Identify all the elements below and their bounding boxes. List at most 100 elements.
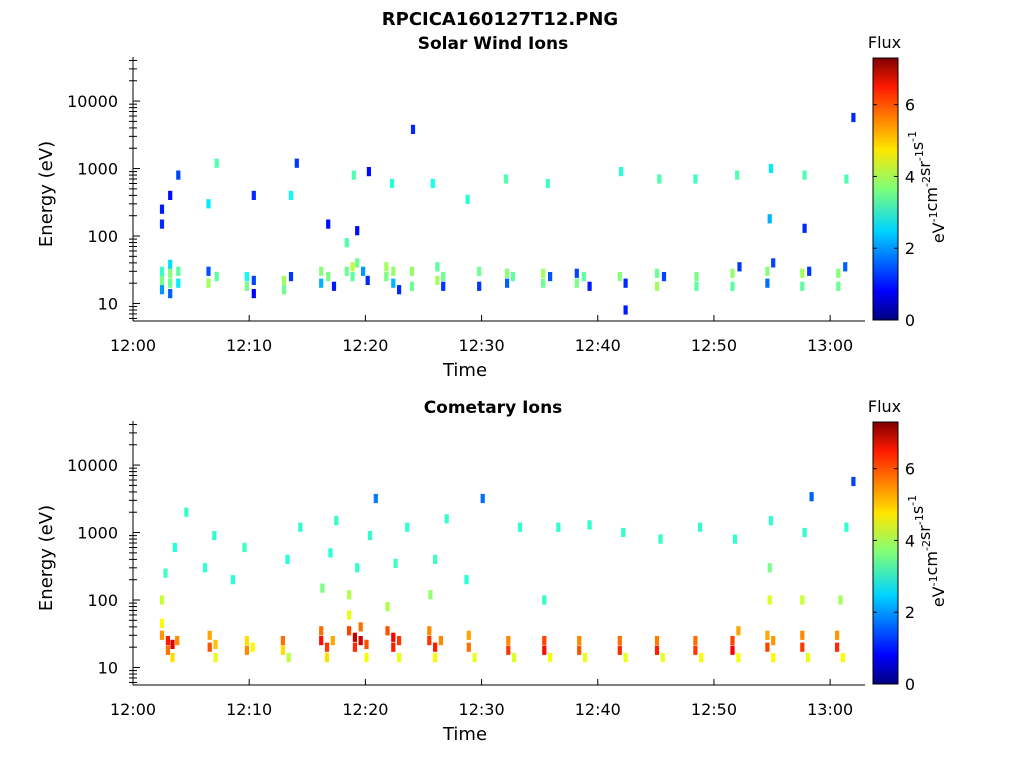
heatmap-cell — [464, 575, 469, 585]
heatmap-cell — [364, 639, 369, 649]
heatmap-cell — [433, 653, 438, 663]
heatmap-cell — [385, 626, 390, 636]
heatmap-cell — [657, 174, 662, 184]
heatmap-cell — [617, 645, 622, 655]
heatmap-cell — [737, 262, 742, 272]
y-tick-label: 100 — [87, 591, 118, 610]
heatmap-cell — [574, 278, 579, 288]
heatmap-cell — [730, 645, 735, 655]
heatmap-cell — [212, 531, 217, 541]
heatmap-cell — [172, 542, 177, 553]
heatmap-cell — [430, 178, 435, 189]
heatmap-cell — [542, 645, 547, 655]
heatmap-cell — [250, 642, 255, 652]
colorbar-tick-label: 4 — [905, 167, 915, 186]
heatmap-cell — [587, 520, 592, 530]
heatmap-cell — [319, 278, 324, 288]
heatmap-cell — [358, 636, 363, 646]
heatmap-cell — [163, 568, 168, 578]
heatmap-cell — [477, 281, 482, 291]
heatmap-cell — [851, 476, 856, 487]
heatmap-cell — [736, 626, 741, 636]
heatmap-cell — [366, 167, 371, 177]
heatmap-cell — [384, 272, 389, 282]
heatmap-cell — [577, 636, 582, 646]
heatmap-cell — [206, 199, 211, 209]
colorbar — [872, 421, 899, 685]
x-tick-label: 12:50 — [691, 336, 737, 355]
x-tick-label: 12:30 — [459, 336, 505, 355]
heatmap-cell — [802, 223, 807, 233]
heatmap-cell — [344, 238, 349, 248]
heatmap-cell — [809, 492, 814, 502]
heatmap-cell — [251, 190, 256, 200]
heatmap-cell — [730, 281, 735, 291]
x-tick-label: 12:00 — [110, 700, 156, 719]
heatmap-cell — [767, 563, 772, 573]
heatmap-cell — [165, 645, 170, 655]
colorbar-tick-label: 0 — [905, 311, 915, 330]
heatmap-cell — [230, 575, 235, 585]
heatmap-cell — [765, 630, 770, 640]
heatmap-cell — [800, 642, 805, 652]
heatmap-cell — [391, 278, 396, 288]
heatmap-cell — [324, 653, 330, 663]
heatmap-cell — [577, 645, 582, 655]
heatmap-cell — [480, 493, 485, 504]
heatmap-cell — [768, 163, 773, 174]
heatmap-cell — [330, 636, 335, 646]
heatmap-cell — [244, 645, 249, 655]
heatmap-cell — [433, 642, 438, 652]
heatmap-cell — [244, 272, 249, 282]
heatmap-cell — [320, 583, 325, 593]
heatmap-cell — [355, 226, 360, 236]
heatmap-cell — [207, 630, 212, 640]
heatmap-cell — [574, 268, 579, 278]
heatmap-cell — [693, 645, 698, 655]
heatmap-cell — [735, 170, 740, 180]
heatmap-cell — [654, 281, 660, 291]
heatmap-cell — [175, 636, 180, 646]
y-tick-label: 10000 — [67, 92, 118, 111]
heatmap-cell — [168, 190, 173, 200]
x-tick-label: 12:10 — [226, 336, 272, 355]
heatmap-cell — [428, 590, 433, 600]
heatmap-cell — [352, 642, 357, 652]
heatmap-cell — [251, 275, 256, 285]
heatmap-cell — [214, 272, 219, 282]
heatmap-cell — [806, 653, 811, 663]
heatmap-cell — [621, 527, 626, 538]
colorbar-tick-label: 2 — [905, 239, 915, 258]
heatmap-cell — [159, 266, 165, 276]
x-tick-label: 12:40 — [575, 336, 621, 355]
heatmap-cell — [326, 272, 331, 282]
heatmap-cell — [465, 194, 470, 204]
heatmap-cell — [771, 258, 776, 268]
heatmap-cells — [159, 112, 856, 315]
heatmap-cell — [347, 610, 352, 620]
heatmap-cell — [477, 266, 482, 276]
heatmap-cell — [206, 278, 211, 288]
heatmap-cell — [548, 272, 553, 282]
heatmap-cell — [373, 493, 378, 504]
panel-0: Solar Wind Ions 12:00 12:10 12:20 12:30 12:40… — [36, 33, 948, 381]
heatmap-cell — [472, 653, 477, 663]
heatmap-cell — [435, 275, 440, 285]
heatmap-cell — [391, 642, 396, 652]
heatmap-cell — [391, 266, 396, 276]
heatmap-cell — [213, 639, 218, 649]
heatmap-cell — [347, 590, 352, 600]
colorbar-tick-label: 2 — [905, 603, 915, 622]
colorbar — [872, 57, 899, 321]
y-tick-label: 1000 — [77, 524, 118, 543]
y-axis-label: Energy (eV) — [36, 141, 57, 247]
heatmap-cell — [505, 268, 510, 278]
heatmap-cell — [838, 595, 843, 605]
x-tick-label: 13:00 — [807, 336, 853, 355]
heatmap-cell — [807, 266, 812, 276]
heatmap-cell — [730, 636, 735, 646]
heatmap-cell — [286, 653, 291, 663]
heatmap-cell — [617, 272, 622, 282]
y-tick-label: 10000 — [67, 456, 118, 475]
heatmap-cell — [623, 305, 628, 315]
